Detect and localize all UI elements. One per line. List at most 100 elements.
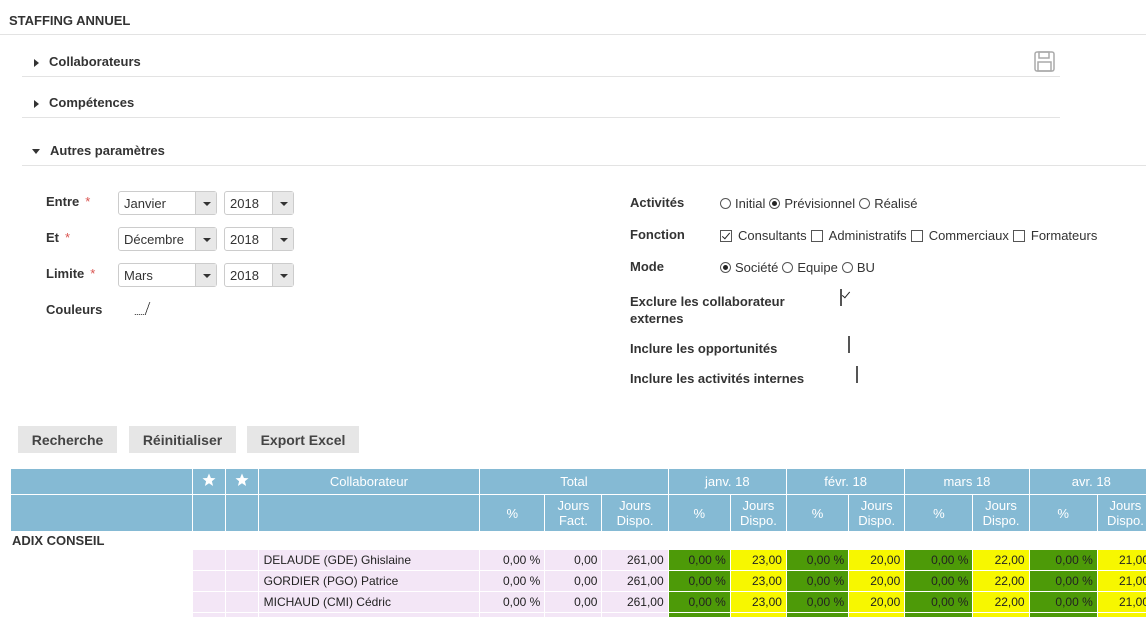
percent-value: 0,00 % bbox=[1028, 591, 1098, 613]
checkbox[interactable] bbox=[840, 289, 842, 306]
required-mark: * bbox=[65, 230, 71, 245]
group-label: ADIX CONSEIL bbox=[10, 531, 481, 550]
checkbox[interactable] bbox=[848, 336, 850, 353]
year-select[interactable]: 2018 bbox=[224, 263, 294, 287]
save-icon[interactable] bbox=[1034, 51, 1056, 72]
field-label: Et * bbox=[46, 230, 70, 245]
checkbox[interactable] bbox=[910, 229, 923, 242]
option[interactable]: Administratifs bbox=[810, 228, 907, 243]
radio[interactable] bbox=[782, 262, 794, 273]
option[interactable]: BU bbox=[841, 260, 875, 275]
subheader: Jours Fact. bbox=[544, 494, 603, 532]
select-value: Décembre bbox=[124, 232, 184, 247]
cell bbox=[192, 612, 226, 617]
option[interactable]: Equipe bbox=[782, 260, 838, 275]
year-select[interactable]: 2018 bbox=[224, 191, 294, 215]
section-label: Compétences bbox=[49, 95, 135, 110]
header-row: Collaborateur Total janv. 18 févr. 18 mars 1… bbox=[10, 468, 1146, 495]
option[interactable]: Consultants bbox=[720, 228, 807, 243]
empty-cell bbox=[10, 570, 194, 592]
header-cell bbox=[257, 494, 481, 532]
option-group: Initial Prévisionnel Réalisé bbox=[720, 196, 922, 211]
total-value: 0,00 % bbox=[479, 570, 546, 592]
section-header[interactable]: Compétences bbox=[22, 95, 134, 110]
field-label: Inclure les opportunités bbox=[630, 341, 778, 356]
radio[interactable] bbox=[720, 198, 731, 209]
radio[interactable] bbox=[769, 198, 781, 209]
subheader: % bbox=[667, 494, 731, 532]
dropdown-arrow bbox=[195, 192, 216, 214]
search-button[interactable]: Recherche bbox=[18, 426, 117, 453]
cell bbox=[224, 612, 259, 617]
option[interactable]: Initial bbox=[720, 196, 765, 211]
cell bbox=[904, 612, 974, 617]
data-row: MICHAUD (CMI) Cédric 0,00 % 0,00 261,00 0,00… bbox=[10, 591, 1146, 613]
days-value: 21,00 bbox=[1096, 591, 1146, 613]
option[interactable]: Réalisé bbox=[859, 196, 918, 211]
staffing-table: Collaborateur Total janv. 18 févr. 18 mars 1… bbox=[10, 468, 1146, 617]
month-select[interactable]: Décembre bbox=[118, 227, 217, 251]
checkbox[interactable] bbox=[856, 366, 858, 383]
expand-icon bbox=[32, 149, 40, 155]
option[interactable]: Commerciaux bbox=[910, 228, 1009, 243]
label-text: Limite bbox=[46, 266, 85, 281]
option[interactable]: Prévisionnel bbox=[769, 196, 855, 211]
month-select[interactable]: Janvier bbox=[118, 191, 217, 215]
option-label: Commerciaux bbox=[928, 228, 1009, 243]
subheader: Jours Dispo. bbox=[972, 494, 1030, 532]
radio[interactable] bbox=[859, 198, 871, 209]
subheader: Jours Dispo. bbox=[729, 494, 787, 532]
star-icon[interactable] bbox=[202, 473, 216, 487]
favorite-cell[interactable] bbox=[192, 549, 226, 571]
divider bbox=[22, 117, 1060, 118]
total-value: 261,00 bbox=[601, 591, 669, 613]
favorite-header[interactable] bbox=[192, 468, 226, 495]
select-value: 2018 bbox=[230, 268, 259, 283]
favorite-cell[interactable] bbox=[192, 591, 226, 613]
section-header[interactable]: Autres paramètres bbox=[22, 143, 165, 158]
radio[interactable] bbox=[720, 262, 731, 273]
color-edit-icon[interactable] bbox=[134, 302, 151, 315]
dropdown-arrow bbox=[195, 228, 216, 250]
checkbox[interactable] bbox=[720, 229, 732, 242]
form-right: Activités Initial Prévisionnel Réalisé Fonct… bbox=[0, 0, 1146, 386]
month-header: mars 18 bbox=[904, 468, 1030, 495]
checkbox[interactable] bbox=[810, 229, 823, 242]
favorite-header[interactable] bbox=[224, 468, 259, 495]
percent-value: 0,00 % bbox=[1028, 570, 1098, 592]
option-group: Société Equipe BU bbox=[720, 260, 879, 275]
cell bbox=[785, 612, 850, 617]
percent-value: 0,00 % bbox=[904, 549, 974, 571]
favorite-cell[interactable] bbox=[224, 570, 259, 592]
section-header[interactable]: Collaborateurs bbox=[22, 54, 141, 69]
section-label: Autres paramètres bbox=[50, 143, 165, 158]
collaborator-header: Collaborateur bbox=[257, 468, 481, 495]
checkbox[interactable] bbox=[1012, 229, 1025, 242]
month-select[interactable]: Mars bbox=[118, 263, 217, 287]
reset-button[interactable]: Réinitialiser bbox=[129, 426, 236, 453]
days-value: 22,00 bbox=[972, 549, 1030, 571]
cell bbox=[544, 612, 603, 617]
year-select[interactable]: 2018 bbox=[224, 227, 294, 251]
percent-value: 0,00 % bbox=[667, 549, 731, 571]
days-value: 21,00 bbox=[1096, 570, 1146, 592]
option-label: Formateurs bbox=[1030, 228, 1098, 243]
favorite-cell[interactable] bbox=[224, 591, 259, 613]
export-button[interactable]: Export Excel bbox=[247, 426, 359, 453]
option[interactable]: Formateurs bbox=[1012, 228, 1098, 243]
select-value: 2018 bbox=[230, 196, 259, 211]
option[interactable]: Société bbox=[720, 260, 778, 275]
star-icon[interactable] bbox=[235, 473, 249, 487]
dropdown-arrow bbox=[195, 264, 216, 286]
favorite-cell[interactable] bbox=[224, 549, 259, 571]
radio[interactable] bbox=[841, 262, 853, 273]
option-label: Réalisé bbox=[874, 196, 918, 211]
favorite-cell[interactable] bbox=[192, 570, 226, 592]
cell bbox=[729, 612, 787, 617]
option-label: Initial bbox=[735, 196, 766, 211]
cell bbox=[601, 612, 669, 617]
divider bbox=[0, 34, 1146, 35]
group-cell bbox=[479, 531, 1146, 550]
field-label: Couleurs bbox=[46, 302, 102, 317]
